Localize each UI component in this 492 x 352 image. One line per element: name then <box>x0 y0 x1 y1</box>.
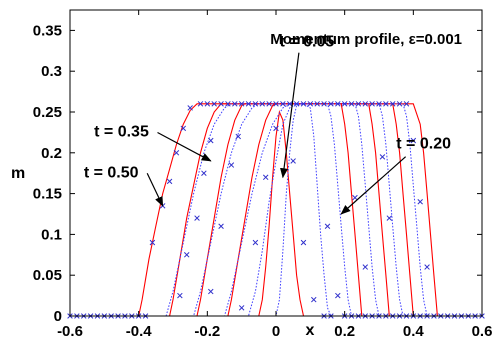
x-tick-label: 0.4 <box>403 323 425 340</box>
data-marker <box>290 158 296 164</box>
data-marker <box>280 101 286 107</box>
data-marker <box>300 101 307 107</box>
data-marker <box>376 101 382 107</box>
data-marker <box>245 101 252 107</box>
y-tick-label: 0.05 <box>33 267 62 284</box>
data-marker <box>355 101 362 107</box>
data-marker <box>187 105 193 111</box>
x-tick-label: -0.4 <box>126 323 153 340</box>
time-annotation-label: t = 0.35 <box>94 123 149 140</box>
dotted-series-line <box>70 103 482 317</box>
data-marker <box>211 101 217 107</box>
data-marker <box>383 101 389 107</box>
y-tick-label: 0.3 <box>41 63 62 80</box>
data-marker <box>362 101 369 107</box>
x-axis-label: x <box>306 322 315 339</box>
x-tick-label: 0.6 <box>472 323 492 340</box>
chart-title: Momentum profile, ε=0.001 <box>270 31 462 48</box>
data-marker <box>403 101 410 107</box>
annotation-arrow <box>280 52 300 179</box>
data-marker <box>273 101 279 107</box>
y-tick-label: 0.15 <box>33 186 62 203</box>
data-marker <box>238 101 245 107</box>
y-tick-label: 0.1 <box>41 226 62 243</box>
data-marker <box>396 101 403 107</box>
data-marker <box>218 223 224 229</box>
data-marker <box>307 101 314 107</box>
data-marker <box>311 296 317 303</box>
data-marker <box>173 150 180 156</box>
data-marker <box>259 101 266 107</box>
data-marker <box>386 215 393 221</box>
data-marker <box>335 292 341 299</box>
data-marker <box>208 137 214 144</box>
annotation-layer: t = 0.05 t = 0.35 t = 0.50 t = 0.20 <box>84 34 451 215</box>
data-marker <box>232 101 238 107</box>
annotation-arrow <box>340 156 407 215</box>
data-marker <box>180 125 187 132</box>
solid-series-line <box>70 103 482 317</box>
data-marker <box>410 137 417 144</box>
data-marker <box>273 125 279 132</box>
data-marker <box>166 178 173 185</box>
data-marker <box>177 292 183 299</box>
data-marker <box>159 203 166 209</box>
y-axis-label: m <box>11 165 25 182</box>
y-tick-label: 0.2 <box>41 145 62 162</box>
data-marker <box>262 174 269 181</box>
tick-layer: -0.6 -0.4 -0.2 0 0.2 0.4 0.6 0 0.05 0.1 0.15 0.2 0.2… <box>33 10 492 340</box>
x-tick-label: -0.2 <box>194 323 220 340</box>
solid-series-line <box>70 103 482 317</box>
data-marker <box>266 101 272 107</box>
data-marker <box>321 101 327 107</box>
data-marker <box>201 170 207 176</box>
data-marker <box>324 223 331 229</box>
data-marker <box>335 101 341 107</box>
data-marker <box>204 101 211 107</box>
data-marker <box>417 199 423 205</box>
dotted-series-line <box>70 103 482 317</box>
data-marker <box>300 239 307 246</box>
data-marker <box>348 101 355 107</box>
data-marker <box>314 101 320 107</box>
data-marker <box>252 101 259 107</box>
y-tick-label: 0 <box>54 308 62 325</box>
data-marker <box>235 133 241 140</box>
data-marker <box>328 101 334 107</box>
dotted-series-line <box>70 103 482 317</box>
x-tick-label: 0 <box>272 323 280 340</box>
data-marker <box>197 101 204 107</box>
data-marker <box>252 239 259 246</box>
data-marker <box>362 264 369 270</box>
data-marker <box>218 101 224 107</box>
data-marker <box>208 288 214 295</box>
annotation-arrow <box>157 131 212 162</box>
data-marker <box>238 305 245 311</box>
time-annotation-label: t = 0.05 <box>280 34 335 51</box>
data-marker <box>389 101 396 107</box>
data-marker <box>379 154 386 160</box>
time-annotation-label: t = 0.50 <box>84 164 139 181</box>
data-marker <box>352 194 358 201</box>
data-marker <box>149 239 156 246</box>
data-marker <box>369 101 375 107</box>
data-marker <box>225 101 231 107</box>
data-marker <box>194 215 200 221</box>
time-annotation-label: t = 0.20 <box>396 136 451 153</box>
data-marker <box>424 264 430 270</box>
data-marker <box>228 162 235 168</box>
data-marker <box>183 252 190 258</box>
annotation-arrow <box>146 173 164 207</box>
solid-series-line <box>70 109 482 317</box>
x-tick-label: -0.6 <box>57 323 83 340</box>
data-marker <box>286 101 293 107</box>
y-tick-label: 0.25 <box>33 104 62 121</box>
x-tick-label: 0.2 <box>334 323 355 340</box>
y-tick-label: 0.35 <box>33 22 62 39</box>
data-marker <box>293 101 300 107</box>
data-marker <box>341 101 348 107</box>
